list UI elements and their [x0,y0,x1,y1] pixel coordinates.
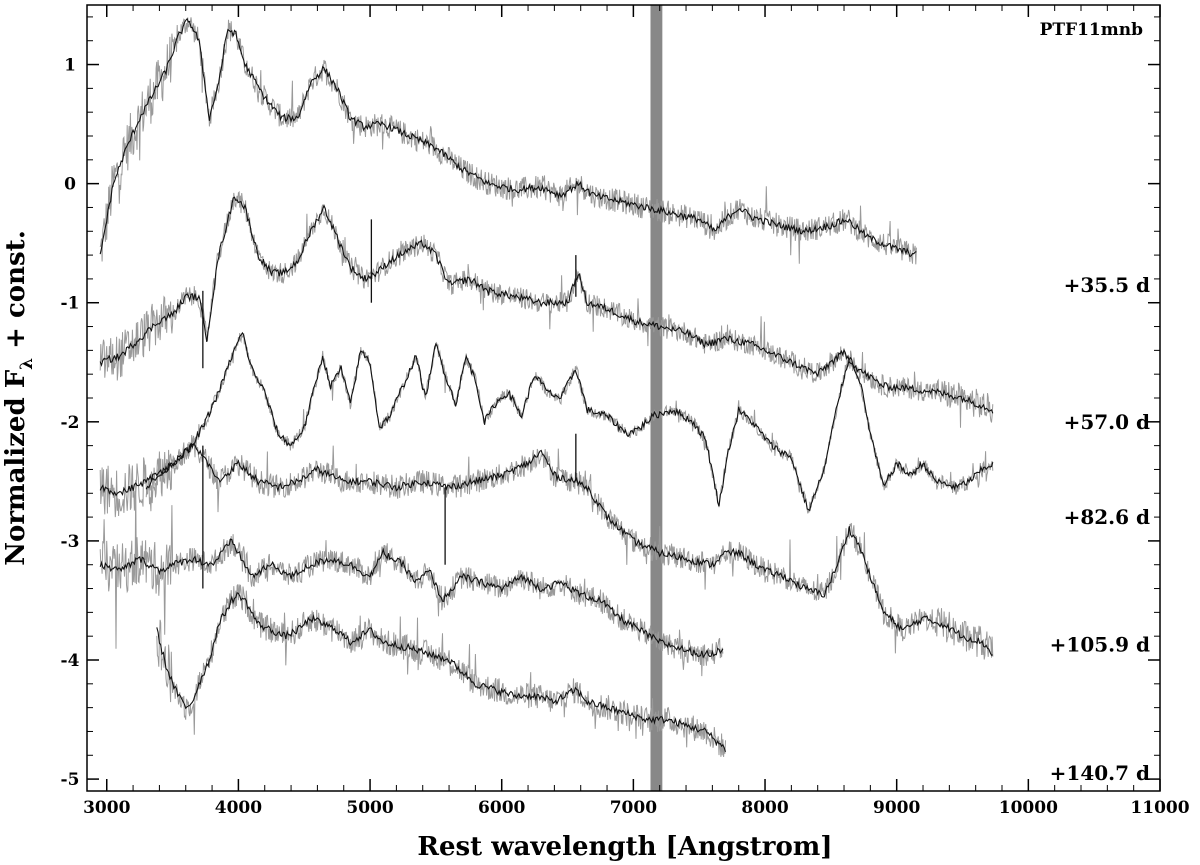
x-tick-label: 11000 [1130,798,1189,818]
smoothed-spectrum-0 [99,17,917,258]
epoch-label-3: +105.9 d [1050,633,1150,657]
y-tick-label: 0 [64,175,76,195]
epoch-label-2: +82.6 d [1064,505,1150,529]
x-tick-label: 4000 [215,798,262,818]
axis-ticks [87,5,1161,791]
y-axis-title-main: Normalized F [1,369,31,565]
x-tick-label: 9000 [873,798,920,818]
raw-spectrum-5 [156,584,726,758]
x-tick-label: 5000 [346,798,393,818]
y-tick-label: -2 [61,413,80,433]
y-axis-title-suffix: + const. [1,230,31,358]
raw-spectrum-1 [99,190,994,428]
y-tick-label: -5 [61,770,80,790]
x-tick-label: 10000 [999,798,1058,818]
y-tick-label: -1 [61,294,80,314]
smoothed-spectrum-2 [145,331,994,512]
raw-spectrum-3 [99,434,994,660]
smoothed-spectrum-5 [156,592,727,752]
telluric-band [650,5,663,791]
epoch-labels: +35.5 d +57.0 d +82.6 d +105.9 d +140.7 d [1050,273,1150,785]
telluric-band-layer [650,5,663,791]
raw-spectrum-4 [99,479,724,677]
x-tick-label: 7000 [610,798,657,818]
x-tick-label: 8000 [741,798,788,818]
epoch-label-1: +57.0 d [1064,410,1150,434]
x-axis-title: Rest wavelength [Angstrom] [417,832,832,862]
y-tick-label: -3 [61,532,80,552]
epoch-label-0: +35.5 d [1064,273,1150,297]
object-label: PTF11mnb [1040,20,1144,40]
x-tick-label: 6000 [478,798,525,818]
y-axis-title: Normalized Fλ + const. [1,230,37,566]
epoch-label-4: +140.7 d [1050,761,1150,785]
smoothed-spectrum-4 [99,538,724,659]
y-tick-label: -4 [61,651,80,671]
smoothed-spectrum-3 [99,442,993,656]
x-tick-label: 3000 [83,798,130,818]
smoothed-spectrum-1 [99,196,994,414]
tick-labels: 3000 4000 5000 6000 7000 8000 9000 10000 11000 1 0… [61,56,1190,818]
y-tick-label: 1 [64,56,76,76]
smoothed-spectra-layer [99,17,994,752]
y-axis-title-subscript: λ [17,358,37,370]
